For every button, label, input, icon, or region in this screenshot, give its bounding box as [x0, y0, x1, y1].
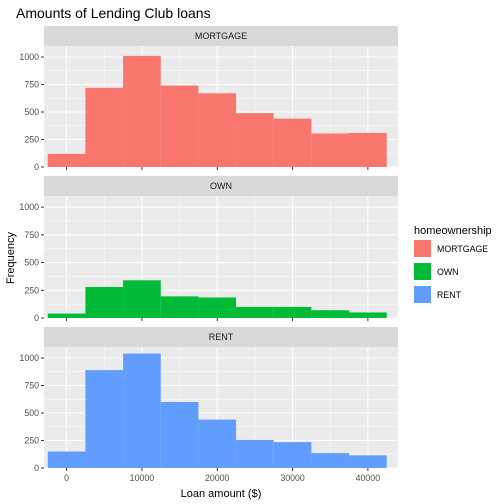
legend-label: OWN	[437, 267, 459, 277]
y-tick-label: 1000	[19, 52, 39, 62]
histogram-bar	[198, 297, 237, 318]
facet-strip	[44, 327, 398, 347]
y-tick-label: 750	[24, 80, 39, 90]
x-tick-label: 0	[64, 473, 69, 483]
x-tick-label: 10000	[130, 473, 155, 483]
histogram-bar	[47, 451, 86, 468]
histogram-bar	[123, 353, 161, 468]
x-tick-label: 40000	[356, 473, 381, 483]
histogram-bar	[85, 370, 124, 468]
facet-panels: MORTGAGE02505007501000OWN02505007501000R…	[19, 26, 398, 483]
legend-label: MORTGAGE	[437, 244, 488, 254]
facet-panel-own: OWN 0 250 500 750 1000	[19, 176, 398, 323]
legend-key-mortgage	[414, 240, 431, 257]
chart-title: Amounts of Lending Club loans	[16, 5, 211, 21]
histogram-bar	[85, 87, 124, 167]
legend: homeownership MORTGAGE OWN RENT	[414, 225, 492, 303]
histogram-bar	[47, 313, 86, 318]
y-tick-label: 250	[24, 436, 39, 446]
histogram-bar	[123, 55, 161, 167]
histogram-bar	[160, 296, 199, 318]
y-tick-label: 1000	[19, 353, 39, 363]
y-tick-label: 750	[24, 381, 39, 391]
facet-strip	[44, 176, 398, 196]
facet-strip-label: MORTGAGE	[195, 31, 247, 41]
histogram-bar	[349, 455, 387, 468]
y-tick-label: 0	[34, 313, 39, 323]
facet-strip-label: OWN	[210, 181, 232, 191]
histogram-bar	[160, 402, 199, 468]
histogram-bar	[311, 133, 350, 167]
histogram-bar	[349, 132, 387, 167]
x-tick-label: 20000	[205, 473, 230, 483]
histogram-bar	[236, 306, 274, 318]
legend-key-rent	[414, 286, 431, 303]
y-axis-title: Frequency	[5, 232, 17, 284]
y-tick-label: 500	[24, 107, 39, 117]
histogram-bar	[160, 85, 199, 167]
legend-key-own	[414, 263, 431, 280]
histogram-bar	[198, 419, 237, 468]
histogram-bar	[273, 118, 312, 167]
y-tick-label: 500	[24, 408, 39, 418]
facet-panel-mortgage: MORTGAGE 0 250 500 750 1000	[19, 26, 398, 172]
x-axis-title: Loan amount ($)	[181, 488, 262, 500]
x-tick-label: 30000	[280, 473, 305, 483]
facet-strip	[44, 26, 398, 46]
facet-panel-rent: RENT 0 250 500 750 1000	[19, 327, 398, 473]
histogram-bar	[47, 153, 86, 167]
histogram-bar	[311, 310, 350, 318]
y-tick-label: 250	[24, 135, 39, 145]
y-tick-label: 0	[34, 162, 39, 172]
legend-title: homeownership	[414, 225, 492, 237]
histogram-bar	[236, 113, 274, 167]
facet-strip-label: RENT	[209, 332, 234, 342]
histogram-bar	[123, 280, 161, 318]
histogram-bar	[349, 312, 387, 318]
y-tick-label: 500	[24, 258, 39, 268]
histogram-bar	[198, 93, 237, 167]
legend-label: RENT	[437, 290, 462, 300]
histogram-bar	[273, 306, 312, 318]
histogram-bar	[85, 286, 124, 318]
y-tick-label: 1000	[19, 202, 39, 212]
y-tick-label: 250	[24, 285, 39, 295]
histogram-bar	[273, 442, 312, 468]
histogram-bar	[236, 439, 274, 468]
y-tick-label: 0	[34, 463, 39, 473]
histogram-bar	[311, 453, 350, 468]
y-tick-label: 750	[24, 230, 39, 240]
